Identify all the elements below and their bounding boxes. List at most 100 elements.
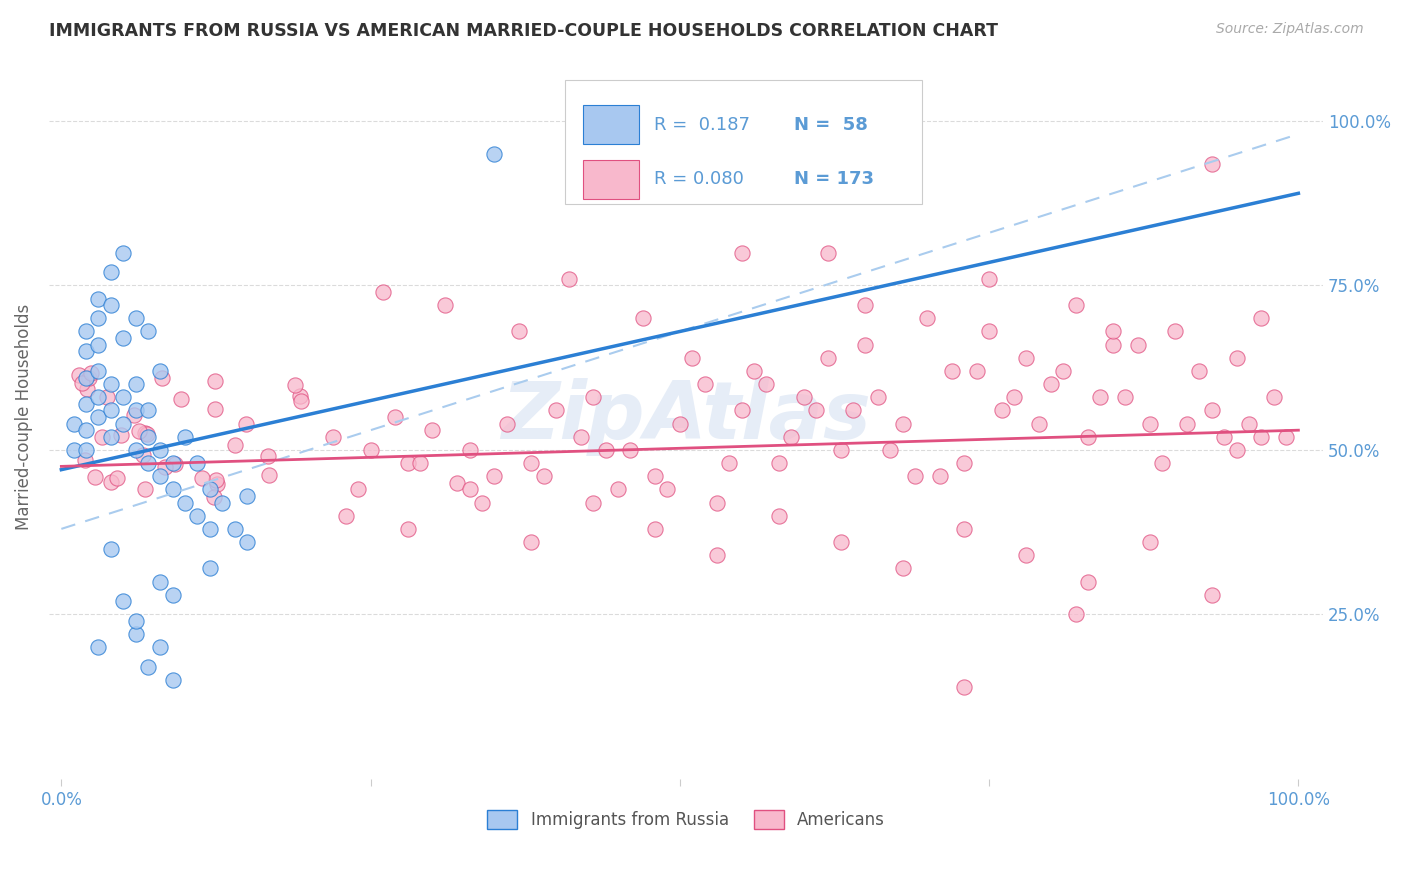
Point — [1002, 390, 1025, 404]
Point — [1077, 430, 1099, 444]
Point — [484, 469, 506, 483]
Point — [165, 458, 187, 472]
Point — [75, 370, 97, 384]
Point — [62, 417, 84, 431]
Point — [205, 473, 228, 487]
Point — [322, 430, 344, 444]
Point — [891, 561, 914, 575]
Point — [681, 351, 703, 365]
Point — [979, 325, 1001, 339]
Point — [198, 483, 221, 497]
Point — [804, 403, 827, 417]
Point — [1101, 325, 1123, 339]
FancyBboxPatch shape — [583, 160, 638, 199]
Point — [360, 442, 382, 457]
Point — [533, 469, 555, 483]
Point — [891, 417, 914, 431]
Point — [100, 403, 122, 417]
Point — [112, 417, 135, 431]
Point — [1163, 325, 1185, 339]
Point — [149, 574, 172, 589]
Point — [124, 614, 146, 628]
Point — [100, 377, 122, 392]
Point — [75, 442, 97, 457]
Point — [105, 471, 128, 485]
Point — [100, 265, 122, 279]
Point — [396, 456, 419, 470]
Point — [235, 417, 257, 431]
Point — [110, 427, 132, 442]
Point — [817, 245, 839, 260]
Point — [706, 495, 728, 509]
Point — [205, 477, 228, 491]
Point — [128, 424, 150, 438]
Point — [75, 397, 97, 411]
Point — [77, 370, 100, 384]
Point — [136, 456, 159, 470]
FancyBboxPatch shape — [565, 80, 922, 203]
Point — [941, 364, 963, 378]
Point — [100, 298, 122, 312]
Point — [124, 627, 146, 641]
Point — [149, 364, 172, 378]
Point — [1126, 337, 1149, 351]
Point — [1139, 417, 1161, 431]
Point — [124, 408, 146, 422]
Point — [582, 495, 605, 509]
Point — [371, 285, 394, 299]
Point — [1090, 390, 1112, 404]
Point — [1275, 430, 1298, 444]
Point — [186, 456, 208, 470]
Point — [87, 337, 110, 351]
Point — [953, 522, 976, 536]
Point — [1201, 157, 1223, 171]
Point — [484, 146, 506, 161]
Point — [396, 522, 419, 536]
Point — [75, 423, 97, 437]
Point — [1213, 430, 1236, 444]
Point — [607, 483, 630, 497]
Point — [236, 489, 259, 503]
Point — [162, 588, 184, 602]
Point — [100, 430, 122, 444]
Point — [83, 470, 105, 484]
Point — [731, 245, 754, 260]
Point — [706, 548, 728, 562]
Point — [718, 456, 741, 470]
Point — [742, 364, 765, 378]
Point — [904, 469, 927, 483]
Point — [595, 442, 617, 457]
Point — [830, 442, 852, 457]
Point — [1188, 364, 1211, 378]
Point — [644, 522, 666, 536]
Point — [1040, 377, 1063, 392]
Point — [100, 475, 122, 490]
Point — [62, 442, 84, 457]
Point — [73, 452, 96, 467]
Point — [124, 311, 146, 326]
Point — [780, 430, 803, 444]
Point — [191, 471, 214, 485]
Point — [830, 535, 852, 549]
Point — [1101, 337, 1123, 351]
Point — [582, 390, 605, 404]
Point — [124, 442, 146, 457]
Point — [1064, 607, 1087, 622]
Point — [204, 375, 226, 389]
Point — [96, 390, 118, 404]
Point — [1250, 430, 1272, 444]
Point — [132, 448, 155, 462]
Point — [842, 403, 865, 417]
Point — [731, 403, 754, 417]
Point — [1077, 574, 1099, 589]
Text: N =  58: N = 58 — [794, 116, 869, 134]
Point — [224, 438, 246, 452]
Point — [136, 660, 159, 674]
Point — [155, 460, 177, 475]
Point — [224, 522, 246, 536]
Point — [211, 495, 233, 509]
Point — [1175, 417, 1198, 431]
Point — [446, 475, 468, 490]
Point — [1225, 351, 1247, 365]
Point — [631, 311, 654, 326]
